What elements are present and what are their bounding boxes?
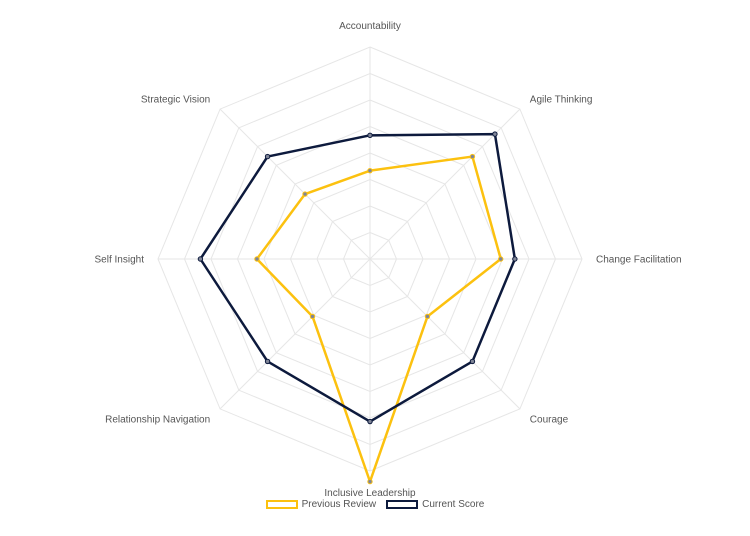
data-point[interactable] <box>309 313 316 320</box>
axis-label: Accountability <box>339 21 401 32</box>
grid-spoke <box>219 258 371 410</box>
axis-label: Agile Thinking <box>530 95 593 106</box>
legend-item[interactable]: Previous Review <box>265 498 377 510</box>
axis-label: Strategic Vision <box>141 95 210 106</box>
axis-label: Inclusive Leadership <box>324 488 416 499</box>
data-point[interactable] <box>367 167 373 174</box>
data-point[interactable] <box>498 256 504 262</box>
legend: Previous Review Current Score <box>0 494 750 514</box>
data-point[interactable] <box>367 478 373 485</box>
data-point[interactable] <box>469 153 476 160</box>
legend-label: Current Score <box>422 498 485 510</box>
data-point[interactable] <box>367 418 373 425</box>
grid-layer <box>157 46 583 472</box>
data-point[interactable] <box>254 256 260 262</box>
axis-label: Courage <box>530 414 569 425</box>
grid-spoke <box>369 258 521 410</box>
axis-label-layer: Accountability Agile Thinking Change Facil… <box>95 21 682 499</box>
data-point[interactable] <box>302 191 308 197</box>
axis-label: Change Facilitation <box>596 255 682 266</box>
legend-item[interactable]: Current Score <box>386 499 484 510</box>
legend-label: Previous Review <box>301 498 377 510</box>
data-point[interactable] <box>264 358 271 365</box>
series-layer <box>197 131 518 485</box>
data-point[interactable] <box>512 256 518 262</box>
grid-spoke <box>219 108 371 260</box>
data-point[interactable] <box>197 256 204 262</box>
data-point[interactable] <box>492 131 498 137</box>
data-point[interactable] <box>469 358 476 365</box>
legend-swatch <box>386 499 419 509</box>
series-line <box>255 155 502 483</box>
axis-label: Self Insight <box>95 255 145 266</box>
legend-swatch <box>265 499 298 509</box>
data-point[interactable] <box>367 132 373 139</box>
data-point[interactable] <box>424 313 431 320</box>
axis-label: Relationship Navigation <box>105 414 210 425</box>
data-point[interactable] <box>264 153 271 160</box>
